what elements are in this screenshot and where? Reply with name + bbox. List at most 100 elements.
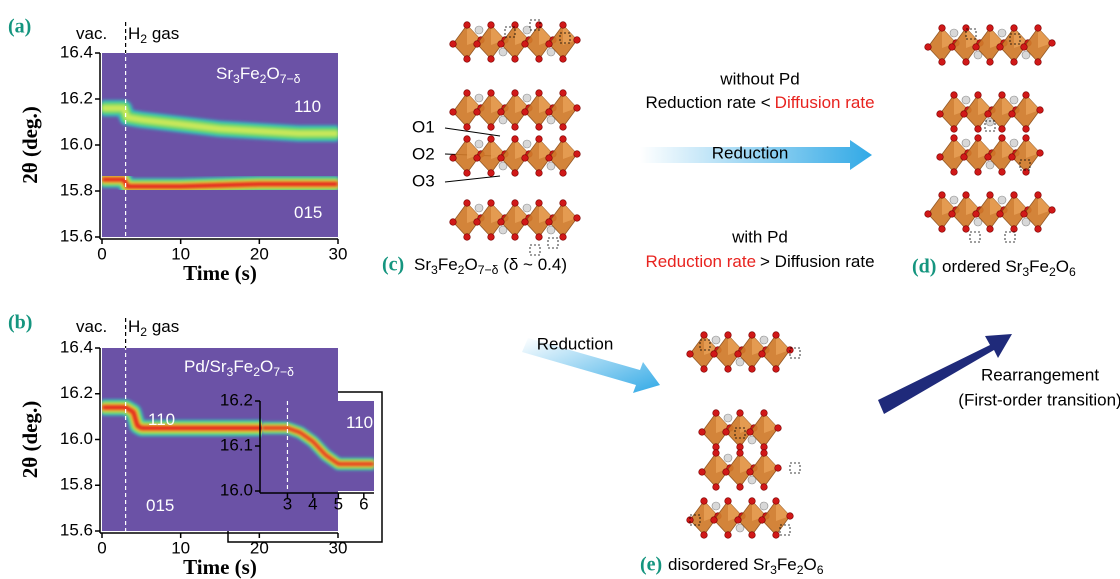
x-tick-label: 3 xyxy=(283,494,292,513)
strontium xyxy=(475,94,483,102)
strontium xyxy=(475,26,483,34)
oxygen xyxy=(1021,44,1028,51)
annotation: vac. xyxy=(76,24,107,43)
annotation: 110 xyxy=(294,97,321,116)
octahedra-layer xyxy=(450,136,581,177)
oxygen xyxy=(1009,111,1016,118)
oxygen xyxy=(1023,135,1030,142)
y-axis-title: 2θ (deg.) xyxy=(18,401,42,478)
oxygen xyxy=(1035,25,1042,32)
oxygen xyxy=(713,450,720,457)
x-tick-label: 6 xyxy=(359,494,368,513)
oxygen xyxy=(999,169,1006,176)
oxygen xyxy=(522,219,529,226)
oxygen xyxy=(973,211,980,218)
strontium xyxy=(950,196,958,204)
oxygen xyxy=(725,498,732,505)
site-label: O3 xyxy=(412,171,435,190)
oxygen xyxy=(536,22,543,29)
oxygen xyxy=(939,226,946,233)
rate-part: Diffusion rate xyxy=(775,93,875,112)
oxygen xyxy=(963,192,970,199)
oxygen xyxy=(1011,59,1018,66)
oxygen xyxy=(749,498,756,505)
oxygen xyxy=(975,92,982,99)
oxygen xyxy=(464,170,471,177)
oxygen xyxy=(464,136,471,143)
site-label: O2 xyxy=(412,144,435,163)
strontium xyxy=(523,140,531,148)
oxygen xyxy=(474,219,481,226)
oxygen xyxy=(488,136,495,143)
y-tick-label: 16.2 xyxy=(220,390,253,409)
y-tick-label: 16.0 xyxy=(60,429,93,448)
strontium xyxy=(950,29,958,37)
diagram-text: Reduction xyxy=(712,143,789,162)
strontium xyxy=(760,502,768,510)
oxygen xyxy=(701,366,708,373)
oxygen xyxy=(761,484,768,491)
oxygen xyxy=(699,469,706,476)
octahedra-layer xyxy=(687,332,794,373)
oxygen xyxy=(761,410,768,417)
oxygen xyxy=(747,429,754,436)
oxygen xyxy=(999,92,1006,99)
site-label: O1 xyxy=(412,117,435,136)
oxygen xyxy=(1049,207,1056,214)
oxygen xyxy=(759,351,766,358)
oxygen xyxy=(560,200,567,207)
strontium xyxy=(712,336,720,344)
oxygen xyxy=(699,429,706,436)
oxygen xyxy=(775,425,782,432)
oxygen xyxy=(951,126,958,133)
oxygen xyxy=(963,59,970,66)
oxygen xyxy=(687,351,694,358)
oxygen xyxy=(713,444,720,451)
oxygen xyxy=(985,154,992,161)
octahedra-layer xyxy=(699,450,782,491)
rate-part: Reduction rate < xyxy=(645,93,770,112)
oxygen xyxy=(987,226,994,233)
oxygen xyxy=(474,41,481,48)
annotation: H2 gas xyxy=(128,317,179,339)
oxygen xyxy=(1011,226,1018,233)
panel-label: (a) xyxy=(8,16,31,38)
oxygen xyxy=(512,170,519,177)
oxygen xyxy=(488,170,495,177)
vacancy xyxy=(790,463,800,473)
strontium xyxy=(760,336,768,344)
oxygen xyxy=(560,170,567,177)
oxygen xyxy=(1021,211,1028,218)
octahedra-layer xyxy=(925,192,1056,233)
oxygen xyxy=(997,211,1004,218)
oxygen xyxy=(522,155,529,162)
oxygen xyxy=(713,410,720,417)
oxygen xyxy=(536,170,543,177)
octahedra-layer xyxy=(687,498,794,539)
oxygen xyxy=(949,44,956,51)
oxygen xyxy=(701,332,708,339)
annotation: vac. xyxy=(76,317,107,336)
oxygen xyxy=(925,44,932,51)
oxygen xyxy=(1049,40,1056,47)
oxygen xyxy=(939,59,946,66)
octahedra-layer xyxy=(450,200,581,241)
oxygen xyxy=(1037,107,1044,114)
oxygen xyxy=(536,136,543,143)
oxygen xyxy=(1035,59,1042,66)
octahedra-layer xyxy=(937,92,1044,133)
oxygen xyxy=(725,532,732,539)
strontium xyxy=(724,414,732,422)
oxygen xyxy=(713,484,720,491)
octahedra-layer xyxy=(699,410,782,451)
oxygen xyxy=(723,469,730,476)
oxygen xyxy=(498,155,505,162)
strontium xyxy=(1010,139,1018,147)
y-tick-label: 16.2 xyxy=(60,88,93,107)
oxygen xyxy=(987,25,994,32)
oxygen xyxy=(775,465,782,472)
vacancy xyxy=(970,232,980,242)
oxygen xyxy=(975,126,982,133)
oxygen xyxy=(939,25,946,32)
oxygen xyxy=(512,56,519,63)
